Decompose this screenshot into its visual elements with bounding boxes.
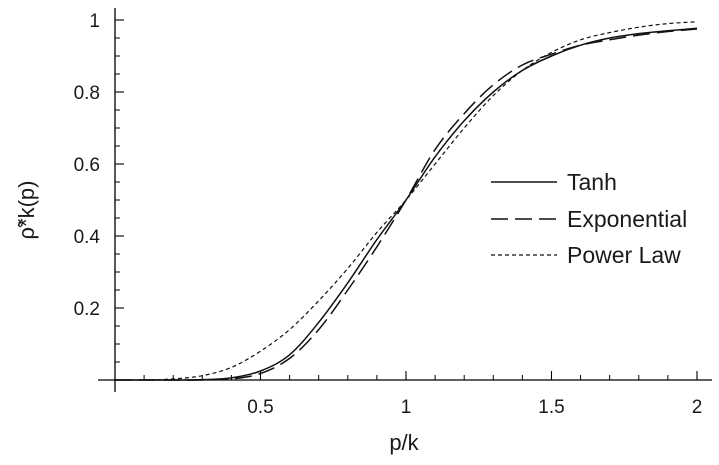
legend: Tanh Exponential Power Law	[491, 169, 687, 268]
x-tick-label: 1	[401, 397, 412, 418]
axes	[98, 8, 712, 392]
y-tick-label: 0.2	[74, 299, 100, 320]
y-tick-label: 0.6	[74, 155, 100, 176]
x-tick-label: 1.5	[538, 397, 564, 418]
x-axis-label: p/k	[389, 430, 419, 455]
ticks: 0.5 1 1.5 2 0.2 0.4 0.6 0.8 1	[74, 11, 703, 418]
y-tick-label: 0.8	[74, 83, 100, 104]
series-line-exponential	[114, 28, 698, 381]
legend-label: Tanh	[567, 169, 617, 195]
y-tick-label: 1	[89, 11, 100, 32]
x-tick-label: 2	[692, 397, 703, 418]
legend-label: Power Law	[567, 242, 681, 268]
series-line-tanh	[114, 27, 698, 381]
legend-label: Exponential	[567, 206, 687, 232]
x-tick-label: 0.5	[247, 397, 273, 418]
y-tick-label: 0.4	[74, 227, 101, 248]
series-line-power-law	[114, 21, 698, 381]
series-layer	[114, 21, 698, 381]
y-axis-label: ρ̃*k(p)	[14, 181, 39, 240]
